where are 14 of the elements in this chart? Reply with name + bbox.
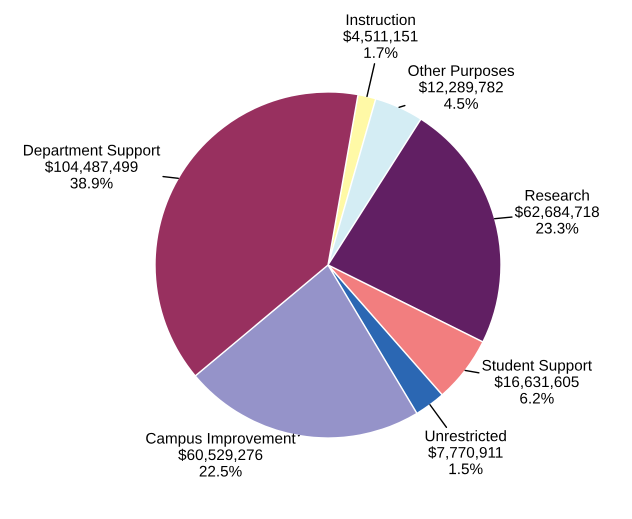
slice-label: Other Purposes <box>408 64 514 80</box>
data-label: $16,631,605 6.2% <box>494 376 579 404</box>
slice-label: Research <box>526 189 589 201</box>
data-label: $104,487,499 38.9% <box>44 160 138 189</box>
slice-label: Campus Improvement <box>146 432 296 447</box>
data-label: $62,684,718 23.3% <box>514 206 599 234</box>
slice-label: Department Support <box>24 144 160 159</box>
slice-label: Unrestricted <box>426 430 506 442</box>
slice-label: Student Support <box>482 360 592 374</box>
data-label: $4,511,151 1.7% <box>343 30 418 58</box>
data-label: $7,770,911 1.5% <box>428 446 503 474</box>
slice-label: Instruction <box>346 14 415 26</box>
data-label: $12,289,782 4.5% <box>418 81 503 109</box>
data-label: $60,529,276 22.5% <box>178 448 262 477</box>
